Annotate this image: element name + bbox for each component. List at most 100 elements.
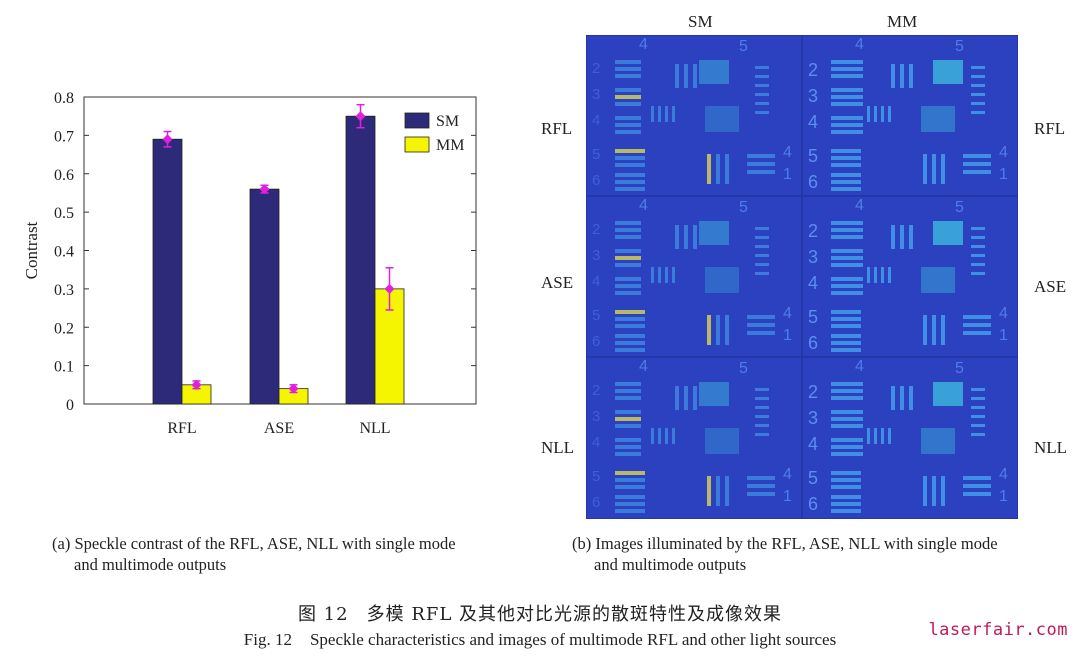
mean-marker <box>288 383 299 394</box>
y-tick-label: 0.5 <box>54 205 74 222</box>
group-number-label: 4 <box>592 273 601 290</box>
group-number-label: 5 <box>739 360 748 377</box>
target-bar-horizontal <box>615 249 641 253</box>
legend-swatch-mm <box>404 136 430 153</box>
target-image-rfl-sm: 4 5 2 3 4 5 6 4 1 <box>586 35 802 196</box>
target-bar-horizontal <box>831 67 863 71</box>
target-bar-horizontal <box>963 170 991 174</box>
target-bar-small <box>971 433 985 436</box>
group-number-label: 2 <box>808 60 819 80</box>
target-bar-horizontal <box>615 485 645 489</box>
target-bar-horizontal <box>615 123 641 127</box>
target-bar-small <box>971 111 985 114</box>
target-bar-small <box>755 111 769 114</box>
target-bar-small <box>971 102 985 105</box>
group-number-label: 5 <box>808 146 819 166</box>
group-number-label: 4 <box>999 466 1008 483</box>
target-bar-small <box>971 93 985 96</box>
target-bar-horizontal <box>831 284 863 288</box>
group-number-label: 1 <box>999 488 1008 505</box>
target-bar-small <box>755 75 769 78</box>
target-bar-vertical <box>932 476 936 506</box>
group-number-label: 5 <box>739 38 748 55</box>
target-bar-horizontal <box>831 156 861 160</box>
group-number-label: 1 <box>999 327 1008 344</box>
target-bar-horizontal <box>615 228 641 232</box>
group-number-label: 1 <box>783 166 792 183</box>
target-bar-small <box>971 263 985 266</box>
target-bar-horizontal <box>615 284 641 288</box>
target-bar-small <box>971 424 985 427</box>
figure-title-english: Fig. 12 Speckle characteristics and image… <box>0 630 1080 650</box>
target-bar-horizontal <box>747 331 775 335</box>
target-bar-vertical <box>923 154 927 184</box>
target-bar-horizontal <box>831 495 861 499</box>
group-number-label: 3 <box>592 408 601 425</box>
target-bar-horizontal <box>831 95 863 99</box>
target-bar-horizontal <box>831 173 861 177</box>
target-bar-horizontal <box>747 162 775 166</box>
target-bar-vertical <box>932 154 936 184</box>
y-tick-label: 0.8 <box>54 90 74 107</box>
target-bar-small <box>971 66 985 69</box>
group-number-label: 6 <box>592 172 601 189</box>
group-number-label: 3 <box>808 247 819 267</box>
target-bar-small <box>755 102 769 105</box>
group-number-label: 3 <box>592 247 601 264</box>
target-bar-vertical <box>941 315 945 345</box>
target-bar-small <box>755 415 769 418</box>
group-number-label: 4 <box>855 358 864 375</box>
group-number-label: 6 <box>592 494 601 511</box>
mean-marker <box>162 134 173 145</box>
group-number-label: 3 <box>592 86 601 103</box>
group-number-label: 2 <box>592 221 601 238</box>
column-label-sm: SM <box>688 12 713 31</box>
group-number-label: 4 <box>808 434 819 454</box>
target-bar-small <box>755 406 769 409</box>
column-label-mm: MM <box>887 12 918 31</box>
target-bar-small <box>881 106 884 122</box>
group-number-label: 6 <box>808 494 819 514</box>
target-bar-horizontal <box>615 445 641 449</box>
target-bar-horizontal <box>963 331 991 335</box>
target-bar-horizontal <box>615 116 641 120</box>
target-bar-small <box>971 406 985 409</box>
figure-number-cn: 图 12 <box>297 604 349 625</box>
target-bar-horizontal <box>615 180 645 184</box>
target-bar-small <box>971 75 985 78</box>
target-bar-horizontal <box>963 484 991 488</box>
target-bar-horizontal <box>831 509 861 513</box>
group-number-label: 2 <box>808 382 819 402</box>
group-number-label: 4 <box>999 144 1008 161</box>
target-bar-horizontal <box>831 389 863 393</box>
target-bar-horizontal <box>615 173 645 177</box>
target-bar-small <box>755 263 769 266</box>
target-small-groups <box>705 428 739 454</box>
target-bar-vertical <box>941 476 945 506</box>
group-number-label: 4 <box>855 36 864 53</box>
target-bar-horizontal <box>831 228 863 232</box>
group-number-label: 6 <box>808 333 819 353</box>
target-bar-horizontal <box>831 452 863 456</box>
figure-number-en: Fig. 12 <box>243 630 292 649</box>
target-bar-horizontal <box>615 102 641 106</box>
target-bar-horizontal <box>615 95 641 99</box>
target-bar-vertical <box>716 476 720 506</box>
target-bar-horizontal <box>615 317 645 321</box>
target-bar-horizontal <box>831 130 863 134</box>
target-bar-small <box>888 267 891 283</box>
group-number-label: 4 <box>783 466 792 483</box>
target-bar-small <box>874 428 877 444</box>
target-bar-horizontal <box>615 348 645 352</box>
group-number-label: 4 <box>855 197 864 214</box>
x-tick-label-nll: NLL <box>359 420 390 437</box>
target-bar-horizontal <box>747 484 775 488</box>
target-bar-small <box>888 428 891 444</box>
target-bar-vertical <box>900 386 904 410</box>
target-bar-horizontal <box>831 235 863 239</box>
target-bar-horizontal <box>747 476 775 480</box>
figure-title-cn: 多模 RFL 及其他对比光源的散斑特性及成像效果 <box>366 604 783 625</box>
target-bar-horizontal <box>831 256 863 260</box>
target-bar-horizontal <box>831 102 863 106</box>
watermark-text: laserfair.com <box>928 620 1068 640</box>
